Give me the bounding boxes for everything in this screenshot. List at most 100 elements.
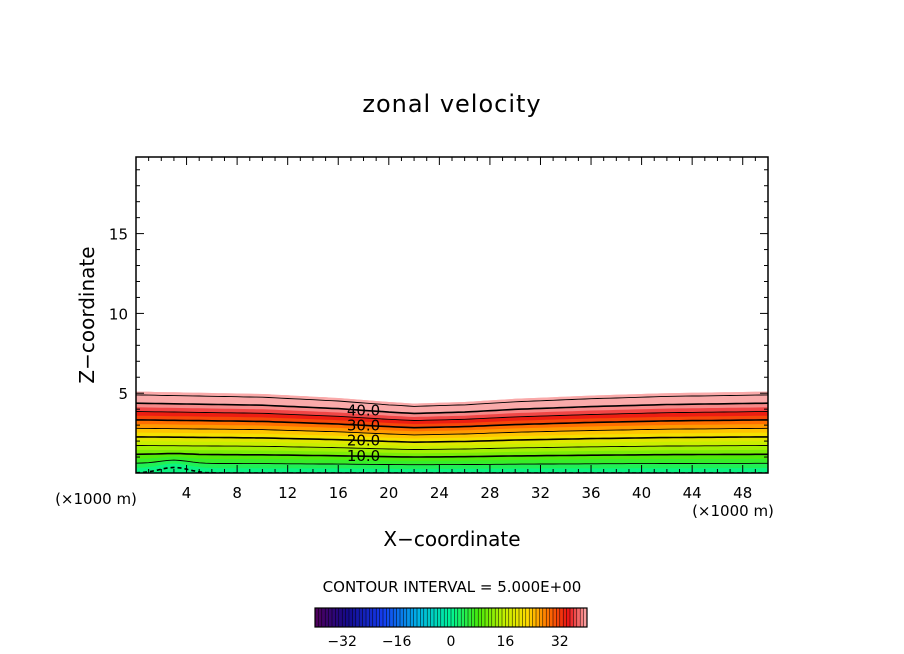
colorbar-segment [481, 608, 486, 627]
colorbar-segment [349, 608, 353, 627]
colorbar-segment [437, 608, 442, 627]
colorbar-segment [573, 608, 578, 627]
colorbar-segment [413, 608, 418, 627]
contour-line [136, 459, 768, 466]
x-axis-unit-left: (×1000 m) [55, 490, 137, 508]
colorbar-segment [478, 608, 482, 627]
colorbar-segment [502, 608, 506, 627]
contour-line [136, 419, 768, 429]
colorbar-segment [372, 608, 377, 627]
colorbar-segment [563, 608, 567, 627]
colorbar-segment [451, 608, 455, 627]
colorbar-segment [532, 608, 537, 627]
colorbar-segment [505, 608, 510, 627]
colorbar-segment [580, 608, 584, 627]
colorbar-segment [420, 608, 425, 627]
colorbar-segment [338, 608, 343, 627]
colorbar [314, 607, 588, 628]
colorbar-segment [362, 608, 367, 627]
colorbar-segment [393, 608, 397, 627]
colorbar-segment [417, 608, 421, 627]
colorbar-segment [406, 608, 411, 627]
x-tick-label: 24 [430, 484, 449, 502]
colorbar-segment [464, 608, 469, 627]
colorbar-segment [444, 608, 448, 627]
colorbar-segment [512, 608, 516, 627]
colorbar-segment [576, 608, 581, 627]
colorbar-segment [508, 608, 513, 627]
colorbar-segment [471, 608, 476, 627]
chart-title: zonal velocity [362, 90, 541, 118]
colorbar-segment [366, 608, 370, 627]
x-axis-unit-right: (×1000 m) [692, 502, 774, 520]
contour-line [136, 402, 768, 415]
colorbar-segment [342, 608, 346, 627]
field-band [136, 463, 768, 473]
contour-line [136, 427, 768, 436]
colorbar-segment [468, 608, 472, 627]
colorbar-segment [553, 608, 557, 627]
contour-label: 20.0 [347, 432, 380, 450]
colorbar-segment [539, 608, 544, 627]
colorbar-segment [321, 608, 326, 627]
colorbar-segment [491, 608, 496, 627]
contour-label: 40.0 [347, 401, 380, 419]
colorbar-segment [570, 608, 574, 627]
colorbar-segment [457, 608, 462, 627]
plot-area: 40.030.020.010.0 4 8 12 16 20 24 28 32 36 40 44 48 … [109, 156, 769, 502]
colorbar-segment [386, 608, 391, 627]
x-tick-label: 16 [329, 484, 348, 502]
colorbar-segment [498, 608, 503, 627]
colorbar-segment [495, 608, 499, 627]
y-tick-label: 15 [109, 226, 128, 244]
colorbar-segment [359, 608, 363, 627]
x-tick-label: 28 [480, 484, 499, 502]
colorbar-segment [389, 608, 394, 627]
contour-line [136, 452, 768, 458]
contour-labels: 40.030.020.010.0 [347, 401, 380, 465]
x-tick-label: 4 [182, 484, 192, 502]
colorbar-segment [318, 608, 323, 627]
colorbar-segment [345, 608, 350, 627]
colorbar-segment [410, 608, 414, 627]
x-axis-label: X−coordinate [383, 527, 520, 551]
colorbar-segment [423, 608, 428, 627]
colorbar-tick-label: −16 [382, 634, 412, 650]
colorbar-segment [461, 608, 465, 627]
x-tick-label: 8 [232, 484, 242, 502]
colorbar-segment [583, 608, 588, 627]
colorbar-segment [315, 608, 319, 627]
colorbar-segment [546, 608, 550, 627]
colorbar-segment [519, 608, 523, 627]
x-tick-label: 48 [733, 484, 752, 502]
colorbar-segment [542, 608, 547, 627]
colorbar-segment [566, 608, 571, 627]
colorbar-segment [352, 608, 357, 627]
colorbar-segment [536, 608, 540, 627]
colorbar-segment [427, 608, 431, 627]
colorbar-segment [379, 608, 384, 627]
colorbar-segment [355, 608, 360, 627]
y-axis-label: Z−coordinate [75, 246, 99, 383]
colorbar-tick-label: 16 [496, 634, 514, 650]
colorbar-segment [403, 608, 408, 627]
colorbar-segment [325, 608, 329, 627]
colorbar-tick-label: 0 [447, 634, 456, 650]
colorbar-segment [376, 608, 380, 627]
x-tick-label: 12 [278, 484, 297, 502]
colorbar-segment [396, 608, 401, 627]
x-tick-label: 32 [531, 484, 550, 502]
colorbar-segment [383, 608, 387, 627]
contour-line [136, 411, 768, 421]
colorbar-segment [525, 608, 530, 627]
y-tick-label: 5 [118, 385, 128, 403]
x-tick-label: 40 [632, 484, 651, 502]
colorbar-tick-label: −32 [327, 634, 357, 650]
contour-label: 10.0 [347, 447, 380, 465]
colorbar-segment [556, 608, 561, 627]
colorbar-segment [488, 608, 493, 627]
colorbar-segment [515, 608, 520, 627]
contour-lines [136, 394, 768, 473]
colorbar-segment [474, 608, 479, 627]
colorbar-segment [430, 608, 435, 627]
